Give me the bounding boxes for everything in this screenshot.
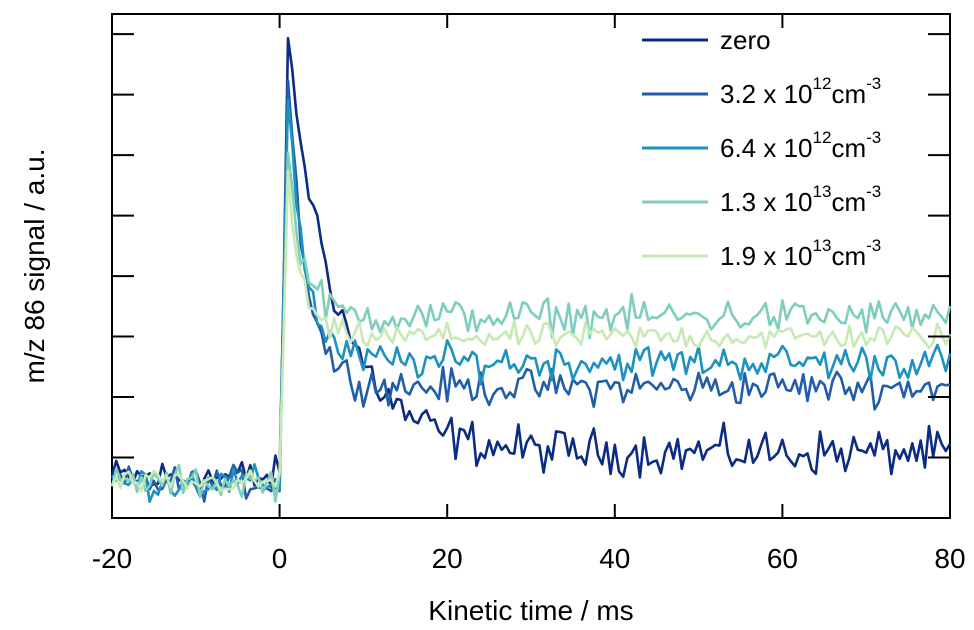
legend-label-exponent: 12 [813, 128, 832, 147]
legend-label-unit: cm [831, 133, 866, 163]
legend-label-exponent: 12 [813, 74, 832, 93]
legend-label-base: 6.4 x 10 [720, 133, 813, 163]
legend-label-3: 1.3 x 1013cm-3 [720, 182, 881, 217]
y-ticks [112, 33, 950, 459]
x-tick-label: 40 [599, 543, 630, 574]
legend-label-unit-exponent: -3 [866, 182, 881, 201]
x-tick-label: 0 [272, 543, 288, 574]
x-axis-title: Kinetic time / ms [428, 595, 633, 626]
series-line-0 [110, 36, 952, 498]
series-line-2 [111, 98, 952, 504]
legend-label-unit: cm [831, 241, 866, 271]
legend-label-2: 6.4 x 1012cm-3 [720, 128, 881, 163]
series-line-1 [111, 79, 951, 503]
legend-label-unit: cm [831, 187, 866, 217]
plot-frame [111, 13, 951, 519]
series-line-3 [110, 151, 952, 503]
x-ticks: -20 0 20 40 60 80 [92, 14, 966, 574]
x-tick-label: 20 [432, 543, 463, 574]
legend-label-4: 1.9 x 1013cm-3 [720, 236, 881, 271]
legend-label-exponent: 13 [813, 236, 832, 255]
legend-label-1: 3.2 x 1012cm-3 [720, 74, 881, 109]
legend-label-unit-exponent: -3 [866, 128, 881, 147]
series-line-4 [110, 169, 952, 493]
legend-label-unit: cm [831, 79, 866, 109]
legend-label-unit-exponent: -3 [866, 236, 881, 255]
legend-label-base: zero [720, 25, 771, 55]
x-tick-label: 80 [934, 543, 965, 574]
legend-label-base: 1.3 x 10 [720, 187, 813, 217]
y-axis-title: m/z 86 signal / a.u. [19, 148, 50, 383]
x-tick-label: -20 [92, 543, 132, 574]
legend-label-unit-exponent: -3 [866, 74, 881, 93]
legend-label-base: 1.9 x 10 [720, 241, 813, 271]
legend-label-exponent: 13 [813, 182, 832, 201]
legend-label-base: 3.2 x 10 [720, 79, 813, 109]
series-lines [110, 36, 952, 504]
legend-label-0: zero [720, 25, 771, 55]
x-tick-label: 60 [767, 543, 798, 574]
